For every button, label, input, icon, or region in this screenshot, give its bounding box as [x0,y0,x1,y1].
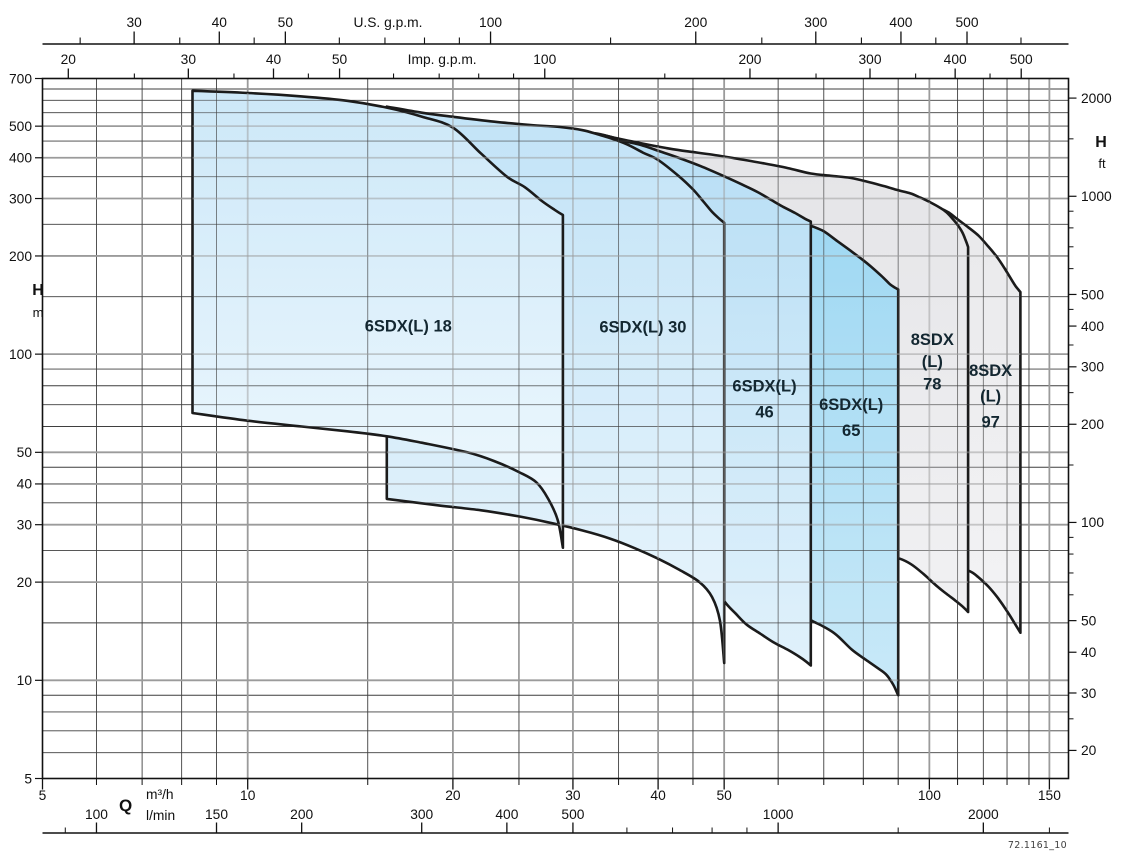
svg-text:2000: 2000 [1081,91,1112,106]
svg-text:50: 50 [716,788,732,803]
svg-text:5: 5 [24,771,32,786]
svg-text:400: 400 [9,151,32,166]
svg-text:40: 40 [650,788,666,803]
svg-text:400: 400 [889,15,912,30]
svg-text:500: 500 [1010,52,1033,67]
flow-axis-title: Qm³/h l/min [119,787,175,823]
svg-text:400: 400 [495,807,518,822]
pump-labels: 8SDX (L) 97 8SDX (L) 78 6SDX(L) 65 6SDX(L) 46 6SDX… [365,317,1013,440]
pump-label-8sdx-l-97: 8SDX (L) 97 [969,362,1012,431]
svg-text:300: 300 [804,15,827,30]
svg-text:700: 700 [9,71,32,86]
svg-text:300: 300 [1081,360,1104,375]
svg-text:m: m [33,305,44,320]
svg-text:40: 40 [1081,645,1097,660]
pump-label-6sdx-l-46: 6SDX(L) 46 [732,377,796,421]
svg-text:H: H [1095,134,1107,151]
svg-text:100: 100 [9,347,32,362]
pump-label-6sdx-l-18: 6SDX(L) 18 [365,317,452,335]
svg-text:50: 50 [332,52,348,67]
svg-text:20: 20 [445,788,461,803]
axis-lmin: 100 150 200 300 400 500 1000 2000 [42,807,1069,834]
svg-text:30: 30 [181,52,197,67]
svg-text:100: 100 [918,788,941,803]
svg-text:30: 30 [126,15,142,30]
svg-text:50: 50 [1081,613,1097,628]
svg-text:150: 150 [1038,788,1061,803]
axis-m3h: 5 10 20 30 40 50 100 150 [39,778,1061,803]
svg-text:20: 20 [1081,743,1097,758]
svg-text:m³/h: m³/h [146,787,174,802]
axis-h-m: 5 10 20 30 40 50 100 200 300 400 500 700 Hm [9,71,44,786]
svg-text:H: H [32,282,44,299]
svg-text:200: 200 [290,807,313,822]
svg-text:500: 500 [561,807,584,822]
svg-text:200: 200 [1081,417,1104,432]
plot-frame [41,77,1070,780]
svg-text:30: 30 [1081,686,1097,701]
svg-text:30: 30 [17,517,33,532]
svg-text:100: 100 [533,52,556,67]
svg-text:Imp. g.p.m.: Imp. g.p.m. [408,52,477,67]
pump-label-8sdx-l-78: 8SDX (L) 78 [911,331,954,394]
svg-text:1000: 1000 [763,807,794,822]
axis-h-ft: 20 30 40 50 100 200 300 400 500 1000 2000 Hft [1068,91,1112,758]
envelope-6sdx-l-18 [191,89,565,549]
svg-text:50: 50 [17,445,33,460]
svg-text:U.S. g.p.m.: U.S. g.p.m. [353,15,422,30]
svg-text:l/min: l/min [146,808,175,823]
svg-text:40: 40 [212,15,228,30]
svg-text:20: 20 [61,52,77,67]
svg-text:500: 500 [9,119,32,134]
svg-text:Q: Q [119,796,132,815]
svg-text:100: 100 [1081,515,1104,530]
axis-us-gpm: 30 40 50 100 200 300 400 500 U.S. g.p.m. [42,15,1069,45]
svg-text:10: 10 [17,673,33,688]
svg-text:30: 30 [565,788,581,803]
svg-text:20: 20 [17,575,33,590]
pump-envelopes [191,89,1022,697]
svg-text:500: 500 [955,15,978,30]
svg-text:200: 200 [684,15,707,30]
axis-imp-gpm: 20 30 40 50 100 200 300 400 500 Imp. g.p.m. [61,52,1033,79]
svg-text:500: 500 [1081,287,1104,302]
svg-text:150: 150 [205,807,228,822]
svg-text:300: 300 [9,191,32,206]
pump-label-6sdx-l-65: 6SDX(L) 65 [819,396,883,440]
pump-label-6sdx-l-30: 6SDX(L) 30 [599,319,686,337]
svg-text:40: 40 [17,477,33,492]
svg-text:300: 300 [410,807,433,822]
svg-text:40: 40 [266,52,282,67]
svg-text:200: 200 [738,52,761,67]
svg-text:1000: 1000 [1081,189,1112,204]
svg-text:300: 300 [858,52,881,67]
svg-text:200: 200 [9,249,32,264]
svg-text:100: 100 [85,807,108,822]
svg-text:50: 50 [278,15,294,30]
svg-text:5: 5 [39,788,47,803]
svg-text:100: 100 [479,15,502,30]
svg-text:2000: 2000 [968,807,999,822]
svg-text:400: 400 [944,52,967,67]
svg-text:ft: ft [1098,156,1106,171]
drawing-code-watermark: 72.1161_10 [1007,840,1067,851]
svg-text:10: 10 [240,788,256,803]
svg-text:400: 400 [1081,319,1104,334]
